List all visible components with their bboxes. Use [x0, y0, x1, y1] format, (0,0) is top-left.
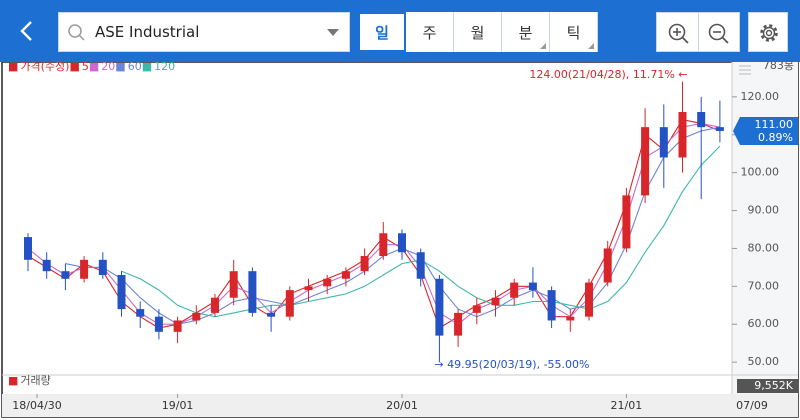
- candle-body: [211, 297, 219, 313]
- candle-body: [173, 320, 182, 332]
- legend-swatch: ■: [8, 62, 18, 73]
- candle-body: [641, 127, 650, 196]
- candle-body: [98, 259, 107, 275]
- candle-body: [697, 111, 706, 128]
- candle-body: [510, 282, 519, 298]
- last-price-tag: [733, 116, 798, 145]
- y-tick-label: 90.00: [748, 204, 780, 217]
- legend-label: 20: [101, 62, 115, 73]
- search-box[interactable]: ASE Industrial: [58, 12, 350, 52]
- divider: [698, 13, 699, 51]
- candle-body: [323, 278, 332, 287]
- candle-body: [248, 271, 257, 313]
- annotation: 124.00(21/04/28), 11.71% ←: [529, 68, 687, 81]
- candle-body: [528, 282, 537, 291]
- legend-swatch: ■: [115, 62, 125, 73]
- date-axis-panel: [2, 394, 798, 417]
- volume-legend: ■ 거래량: [8, 374, 51, 387]
- chart: 50.0060.0070.0080.0090.00100.00110.00120…: [1, 62, 799, 418]
- candle-body: [603, 248, 612, 283]
- search-icon: [68, 24, 85, 41]
- volume-label: 거래량: [20, 374, 50, 387]
- candle-body: [61, 271, 70, 279]
- settings-button[interactable]: [748, 12, 788, 52]
- period-tab[interactable]: 틱: [550, 12, 598, 52]
- candle-body: [42, 259, 51, 272]
- candle-body: [267, 312, 276, 317]
- legend-label: 120: [154, 62, 175, 73]
- candle-body: [659, 127, 668, 158]
- y-tick-label: 50.00: [748, 355, 780, 368]
- legend-label: 5: [82, 62, 89, 73]
- candle-body: [491, 297, 500, 306]
- legend: ■ 가격(수정)■ 5■ 20■ 60■ 120: [8, 62, 175, 73]
- back-button[interactable]: [18, 20, 38, 42]
- candle-body: [24, 237, 32, 260]
- legend-swatch: ■: [142, 62, 152, 73]
- candle-body: [154, 316, 163, 332]
- legend-swatch: ■: [89, 62, 99, 73]
- period-tab[interactable]: 분: [502, 12, 550, 52]
- annotation: → 49.95(20/03/19), -55.00%: [434, 358, 589, 371]
- end-date: 07/09: [736, 399, 768, 412]
- zoom-out[interactable]: [707, 22, 731, 46]
- last-change: 0.89%: [758, 131, 793, 144]
- candle-body: [80, 259, 89, 279]
- candle-body: [585, 282, 593, 317]
- candle-body: [117, 274, 126, 310]
- search-text: ASE Industrial: [95, 23, 200, 41]
- y-tick-label: 100.00: [741, 166, 780, 179]
- bar-count: 783봉: [763, 62, 794, 72]
- axis-menu-icon[interactable]: [739, 65, 751, 75]
- y-tick-label: 80.00: [748, 241, 780, 254]
- zoom-group: [656, 12, 740, 52]
- legend-swatch: ■: [69, 62, 79, 73]
- candle-body: [341, 271, 350, 279]
- period-tab[interactable]: 일: [358, 12, 406, 52]
- candle-body: [360, 256, 369, 272]
- candle-body: [398, 233, 406, 253]
- y-tick-label: 70.00: [748, 279, 780, 292]
- volume-tag: [737, 379, 798, 393]
- volume-last: 9,552K: [754, 379, 793, 392]
- last-price: 111.00: [755, 118, 794, 131]
- candle-body: [136, 309, 145, 317]
- legend-label: 가격(수정): [20, 62, 69, 73]
- candle-body: [379, 233, 388, 257]
- x-tick-label: 20/01: [386, 399, 418, 412]
- candle-body: [229, 271, 238, 298]
- legend-label: 60: [128, 62, 142, 73]
- candle-body: [435, 278, 444, 336]
- period-tab[interactable]: 주: [406, 12, 454, 52]
- x-tick-label: 19/01: [162, 399, 194, 412]
- candle-body: [416, 252, 425, 279]
- candle-body: [454, 312, 463, 336]
- y-tick-label: 120.00: [741, 90, 780, 103]
- candle-body: [192, 312, 201, 321]
- corner-mark: [588, 43, 594, 49]
- y-tick-label: 60.00: [748, 317, 780, 330]
- price-axis-panel: [732, 62, 798, 394]
- candle-body: [715, 127, 724, 131]
- candle-body: [622, 195, 631, 249]
- candle-body: [472, 305, 481, 313]
- candle-body: [566, 316, 575, 321]
- period-tab[interactable]: 월: [454, 12, 502, 52]
- candle-body: [678, 111, 687, 158]
- dropdown-arrow: [327, 29, 339, 36]
- candle-body: [547, 290, 556, 321]
- corner-mark: [540, 43, 546, 49]
- x-tick-label: 18/04/30: [12, 399, 61, 412]
- candle-body: [304, 286, 313, 291]
- candle-body: [285, 290, 294, 317]
- x-tick-label: 21/01: [611, 399, 643, 412]
- zoom-in[interactable]: [667, 22, 691, 46]
- gear-icon: [760, 24, 778, 42]
- legend-swatch: ■: [8, 374, 18, 387]
